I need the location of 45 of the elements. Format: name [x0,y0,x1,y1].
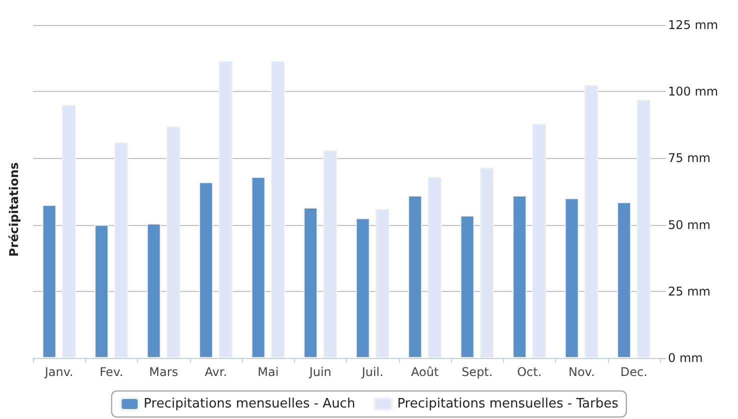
y-axis-title: Précipitations [7,162,21,257]
bar [512,195,527,358]
x-tick-label: Sept. [462,365,493,379]
y-tick-label: 0 mm [668,351,703,365]
bar [251,176,266,358]
x-tick-label: Mai [258,365,279,379]
x-tick-label: Janv. [44,365,74,379]
bar [460,215,474,358]
bar [146,223,161,358]
bar [532,124,546,358]
bar [199,182,214,358]
bar [428,176,442,358]
bar [480,168,494,358]
x-tick-label: Juil. [360,365,384,379]
bar [356,218,370,358]
legend-label: Precipitations mensuelles - Auch [144,396,356,412]
bar [323,150,338,358]
bar [114,142,128,358]
bar [94,224,109,358]
bar [304,207,318,358]
y-tick-label: 50 mm [668,218,710,232]
x-tick-label: Dec. [620,365,648,379]
x-tick-label: Août [411,365,439,379]
y-tick-label: 75 mm [668,151,710,166]
bar [270,60,285,358]
bar [375,208,390,358]
bar [617,202,632,358]
x-tick-label: Oct. [517,365,542,379]
bar [636,100,651,358]
y-tick-label: 25 mm [668,284,710,298]
x-tick-label: Fev. [100,365,124,379]
bar [42,204,56,358]
bar [584,84,598,358]
bar [62,104,76,358]
y-tick-label: 100 mm [668,84,718,99]
x-tick-label: Avr. [204,365,228,379]
bar [166,126,180,358]
bar [564,198,579,358]
x-tick-label: Juin [308,365,332,379]
x-tick-label: Mars [149,365,178,379]
x-tick-label: Nov. [568,365,595,379]
bar [408,195,422,358]
legend-label: Precipitations mensuelles - Tarbes [397,396,619,412]
y-tick-label: 125 mm [668,18,718,32]
bar [218,60,233,358]
